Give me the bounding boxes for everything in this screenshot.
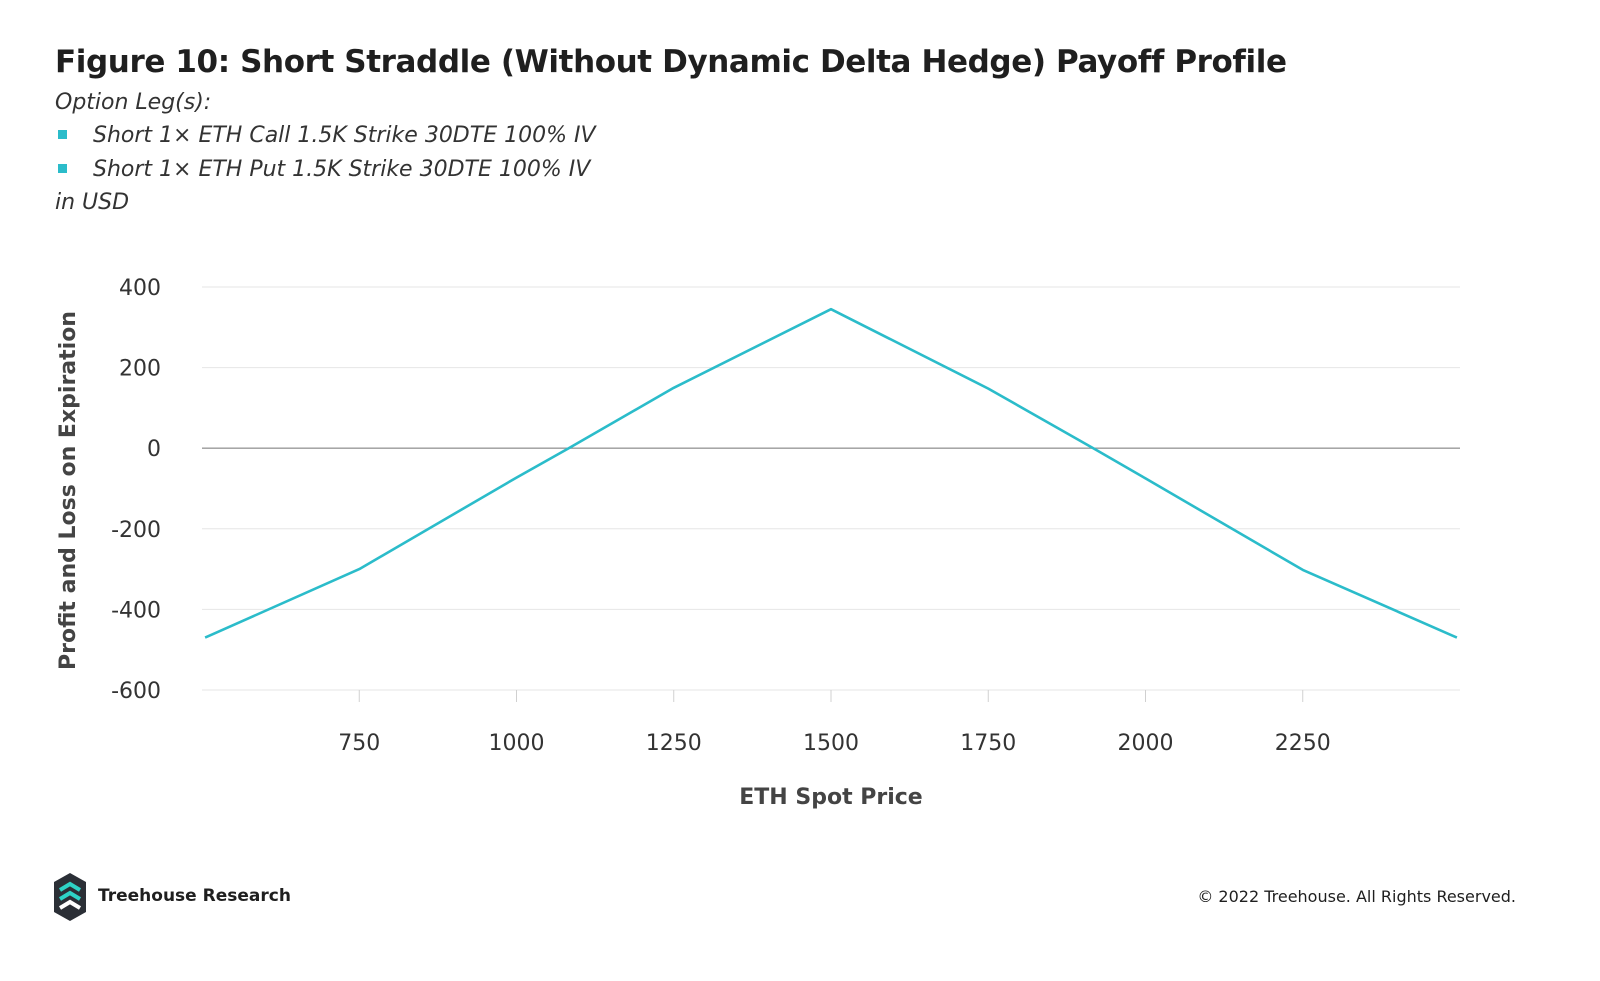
- x-tick-label: 2000: [1118, 731, 1174, 756]
- units-label: in USD: [55, 190, 130, 215]
- option-legs-list: Short 1× ETH Call 1.5K Strike 30DTE 100%…: [55, 122, 596, 190]
- x-tick-label: 1750: [960, 731, 1016, 756]
- x-tick-label: 2250: [1275, 731, 1331, 756]
- option-leg-item: Short 1× ETH Call 1.5K Strike 30DTE 100%…: [55, 122, 596, 156]
- y-tick-label: 200: [119, 357, 161, 382]
- bullet-square-icon: [58, 130, 67, 139]
- x-tick-label: 1000: [489, 731, 545, 756]
- chart-title: Figure 10: Short Straddle (Without Dynam…: [55, 44, 1287, 80]
- x-tick-label: 1250: [646, 731, 702, 756]
- option-leg-label: Short 1× ETH Put 1.5K Strike 30DTE 100% …: [93, 157, 591, 182]
- x-axis-label: ETH Spot Price: [739, 785, 922, 810]
- bullet-square-icon: [58, 164, 67, 173]
- y-tick-label: 400: [119, 276, 161, 301]
- footer-brand: Treehouse Research: [98, 886, 291, 906]
- y-tick-label: -400: [111, 598, 161, 623]
- treehouse-logo-icon: [54, 873, 86, 921]
- x-tick-label: 750: [338, 731, 380, 756]
- payoff-series-line: [204, 307, 1458, 639]
- y-tick-label: 0: [147, 437, 161, 462]
- option-leg-label: Short 1× ETH Call 1.5K Strike 30DTE 100%…: [93, 123, 596, 148]
- option-leg-item: Short 1× ETH Put 1.5K Strike 30DTE 100% …: [55, 156, 596, 190]
- y-axis-label: Profit and Loss on Expiration: [56, 311, 81, 670]
- y-tick-label: -600: [111, 679, 161, 704]
- x-tick-label: 1500: [803, 731, 859, 756]
- chart-subtitle: Option Leg(s):: [55, 90, 212, 115]
- y-tick-label: -200: [111, 518, 161, 543]
- footer-copyright: © 2022 Treehouse. All Rights Reserved.: [1197, 887, 1516, 906]
